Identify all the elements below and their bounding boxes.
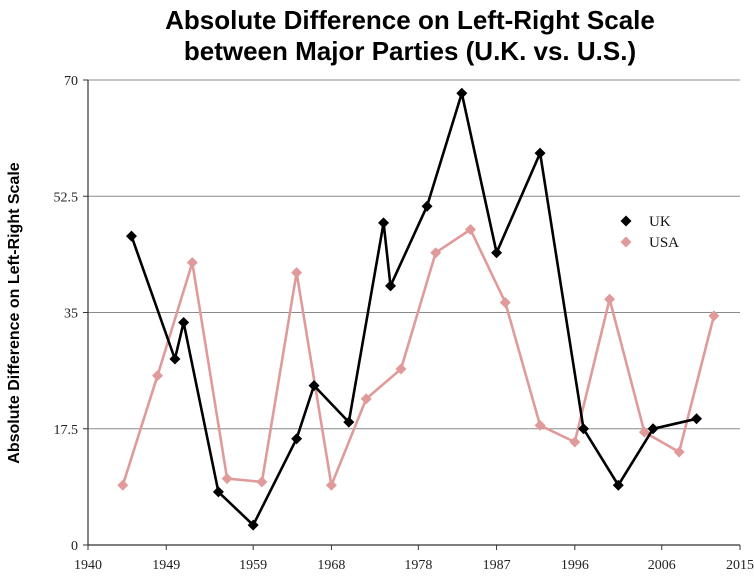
legend-item-usa: USA [620, 235, 679, 251]
data-point-usa [152, 370, 164, 382]
data-point-uk [578, 423, 590, 435]
data-point-usa [708, 310, 720, 322]
x-tick-label: 2015 [726, 558, 754, 573]
chart-subtitle: between Major Parties (U.K. vs. U.S.) [184, 36, 636, 66]
legend-label-usa: USA [649, 235, 679, 251]
x-tick-label: 1949 [152, 558, 180, 573]
series-layer [117, 87, 720, 531]
axes [83, 79, 741, 550]
legend-marker-uk [620, 215, 632, 227]
data-point-uk [691, 413, 703, 425]
y-tick-label: 17.5 [54, 423, 79, 438]
x-tick-label: 1940 [74, 558, 102, 573]
data-point-usa [638, 426, 650, 438]
data-point-usa [291, 267, 303, 279]
data-point-uk [378, 217, 390, 229]
data-point-uk [385, 280, 397, 292]
y-tick-label: 0 [71, 539, 78, 554]
x-tick-label: 1959 [239, 558, 267, 573]
x-tick-labels: 1940 1949 1959 1968 1978 1987 1996 2006 2015 [74, 558, 754, 573]
data-point-usa [256, 476, 268, 488]
data-point-uk [212, 486, 224, 498]
data-point-usa [221, 473, 233, 485]
data-point-usa [395, 363, 407, 375]
data-point-usa [360, 393, 372, 405]
data-point-uk [612, 479, 624, 491]
data-point-uk [491, 247, 503, 259]
data-point-uk [456, 87, 468, 99]
y-tick-label: 70 [64, 74, 78, 89]
data-point-uk [647, 423, 659, 435]
y-tick-label: 35 [64, 307, 78, 322]
legend-marker-usa [620, 236, 632, 248]
legend: UK USA [620, 214, 679, 251]
x-tick-label: 1996 [561, 558, 589, 573]
x-tick-label: 2006 [648, 558, 676, 573]
data-point-usa [186, 257, 198, 269]
data-point-usa [499, 297, 511, 309]
data-point-usa [325, 479, 337, 491]
data-point-usa [534, 419, 546, 431]
data-point-uk [308, 380, 320, 392]
x-tick-label: 1978 [404, 558, 432, 573]
data-point-uk [421, 200, 433, 212]
data-point-usa [430, 247, 442, 259]
data-point-uk [534, 147, 546, 159]
gridlines [88, 79, 740, 430]
x-tick-label: 1968 [317, 558, 345, 573]
series-uk [125, 87, 703, 531]
series-line-usa [121, 228, 716, 487]
data-point-uk [291, 433, 303, 445]
y-tick-labels: 0 17.5 35 52.5 70 [54, 74, 79, 554]
data-point-usa [569, 436, 581, 448]
data-point-uk [343, 416, 355, 428]
data-point-usa [117, 479, 129, 491]
y-tick-label: 52.5 [54, 190, 79, 205]
data-point-uk [125, 230, 137, 242]
y-axis-title: Absolute Difference on Left-Right Scale [6, 162, 23, 463]
legend-item-uk: UK [620, 214, 671, 230]
data-point-uk [247, 519, 259, 531]
series-usa [117, 223, 720, 491]
series-line-uk [130, 92, 697, 527]
data-point-usa [465, 223, 477, 235]
data-point-usa [604, 293, 616, 305]
data-point-uk [178, 316, 190, 328]
data-point-usa [673, 446, 685, 458]
chart-title: Absolute Difference on Left-Right Scale [165, 5, 655, 35]
x-tick-label: 1987 [483, 558, 511, 573]
legend-label-uk: UK [649, 214, 671, 230]
data-point-uk [169, 353, 181, 365]
